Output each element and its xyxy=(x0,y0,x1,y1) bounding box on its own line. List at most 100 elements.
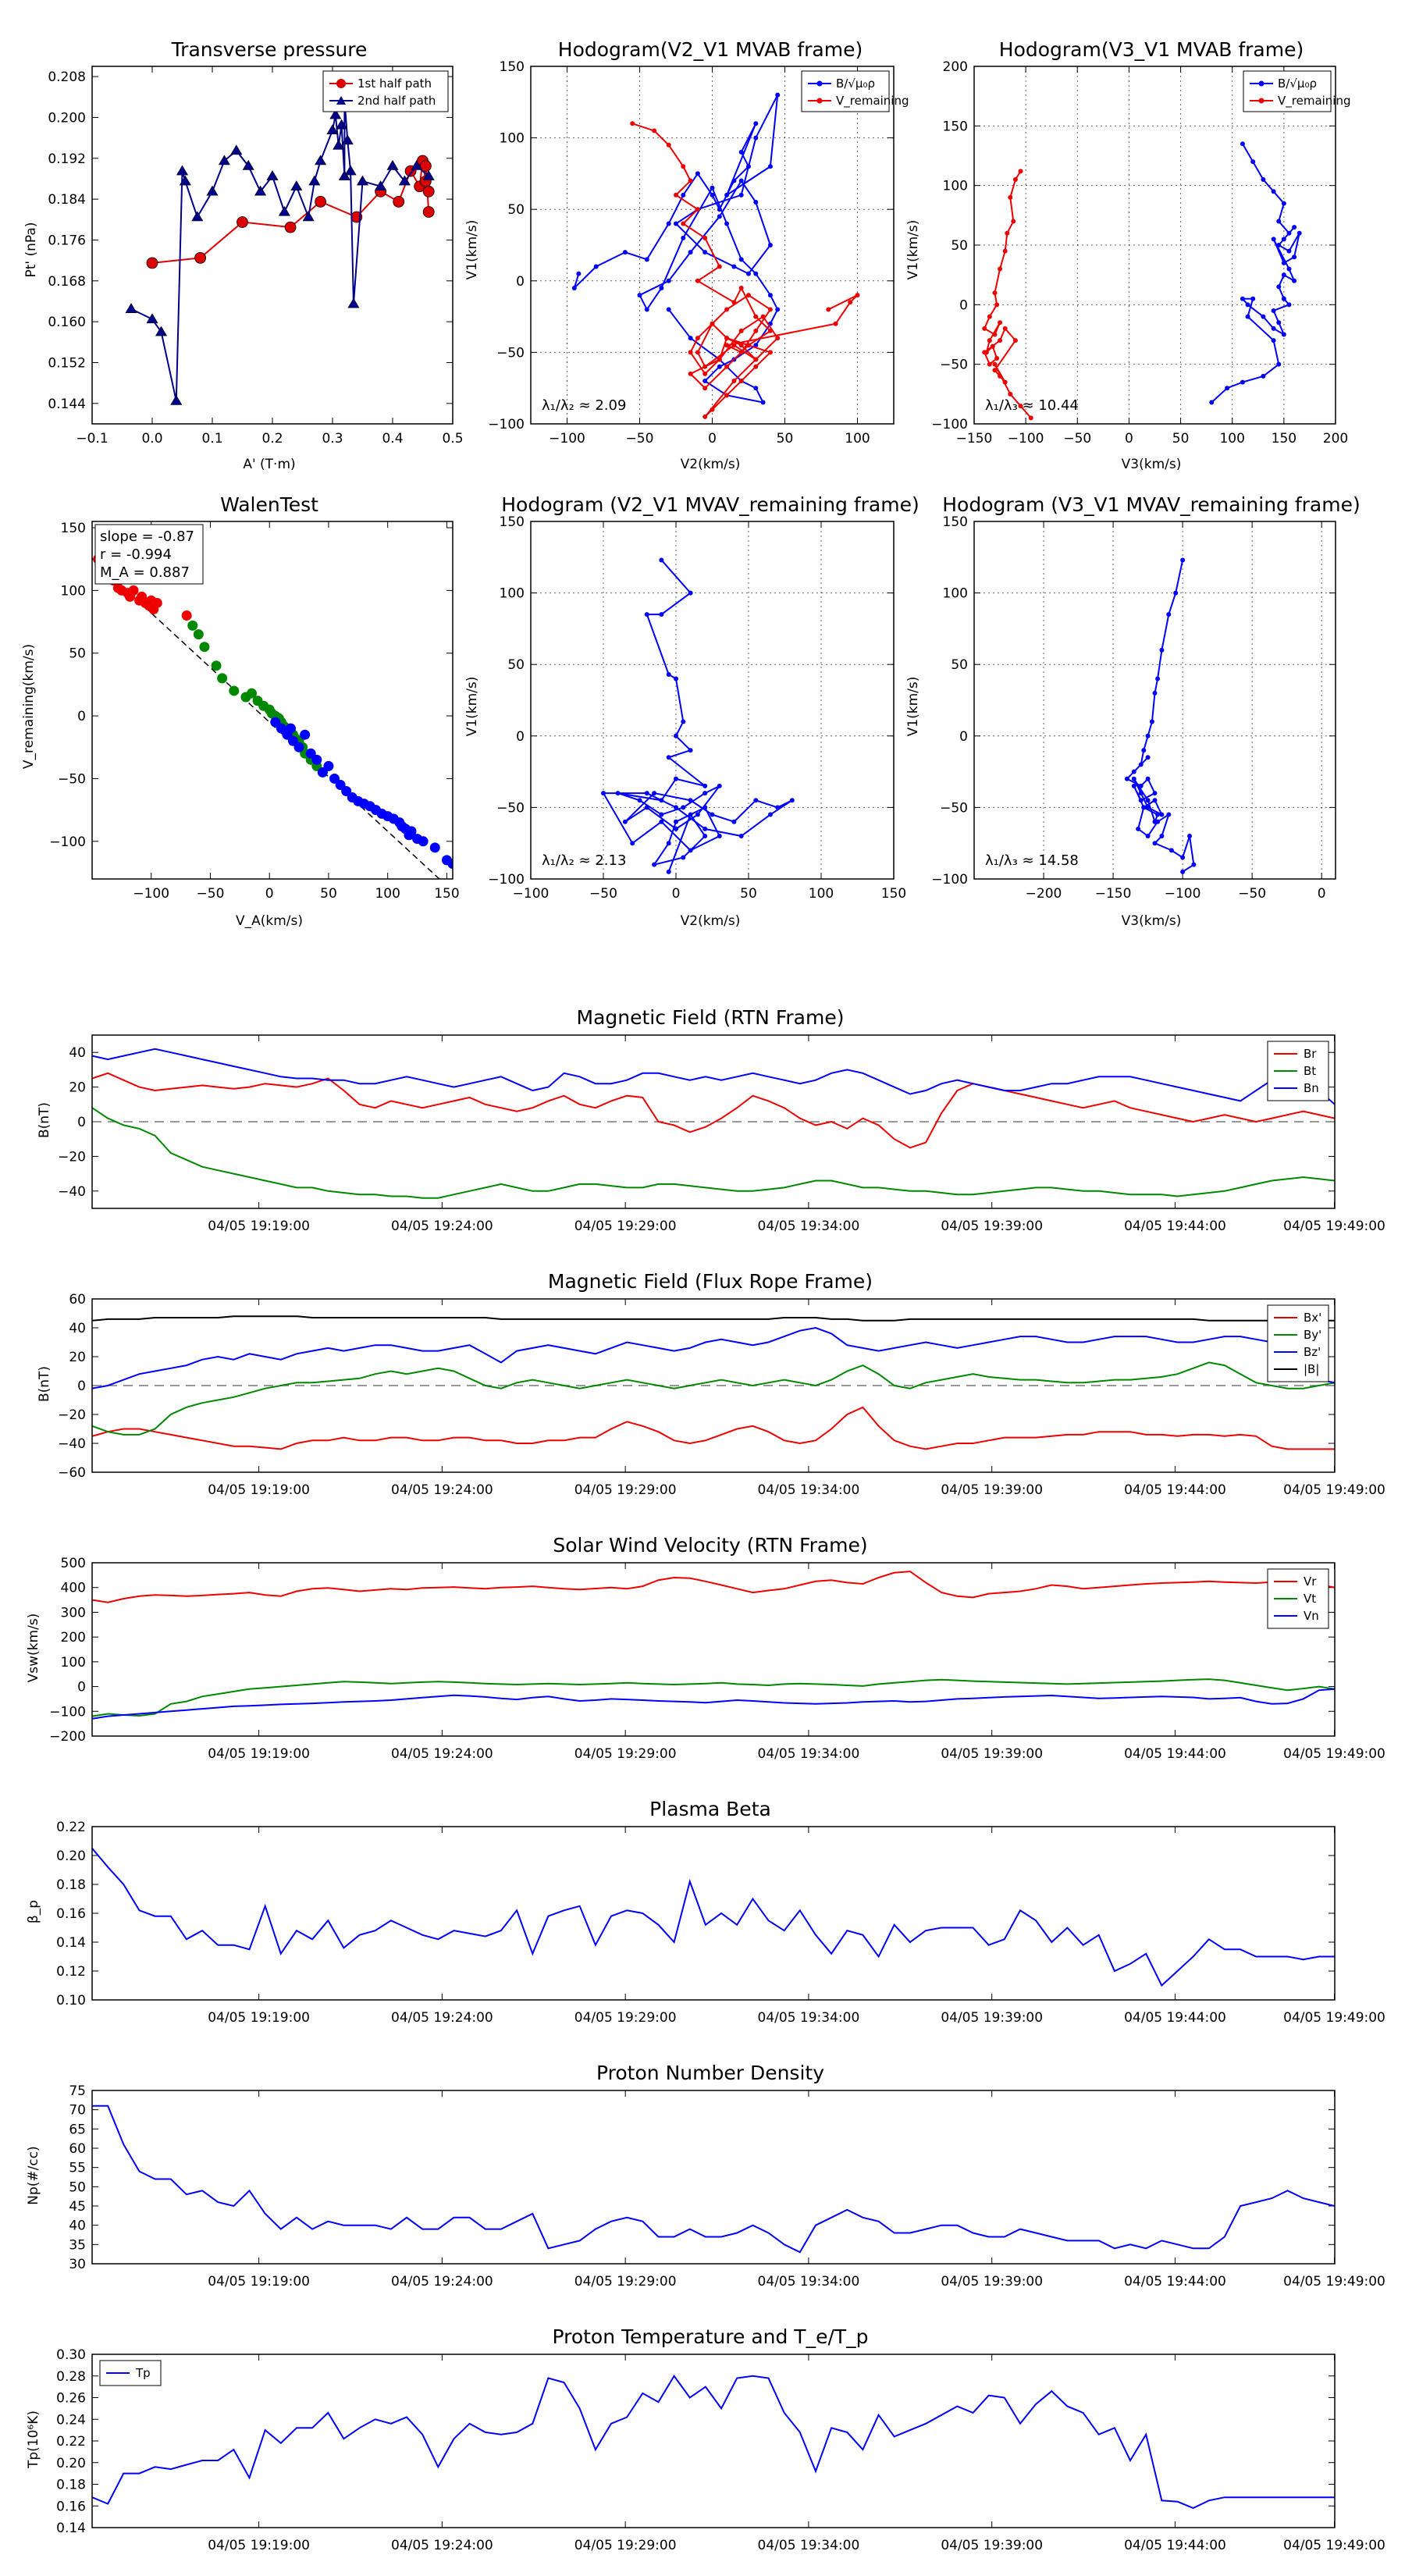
data-point xyxy=(1168,848,1174,853)
data-point xyxy=(987,338,992,343)
data-point xyxy=(994,302,1000,308)
x-tick-label: 04/05 19:19:00 xyxy=(208,2274,310,2290)
x-tick-label: 0.0 xyxy=(141,431,162,447)
data-point xyxy=(206,185,219,196)
x-tick-label: 04/05 19:44:00 xyxy=(1124,2538,1226,2553)
data-point xyxy=(336,119,348,130)
data-point xyxy=(724,336,730,341)
x-axis-label: V3(km/s) xyxy=(1122,913,1182,929)
data-point xyxy=(724,343,730,348)
x-tick-label: −150 xyxy=(956,431,993,447)
data-point xyxy=(1131,783,1136,788)
legend-swatch-marker xyxy=(816,98,823,104)
data-point xyxy=(1240,141,1245,147)
y-tick-label: 400 xyxy=(61,1581,86,1596)
legend-swatch-marker xyxy=(816,80,823,87)
data-point xyxy=(422,170,435,180)
data-point xyxy=(674,733,678,738)
series-line-Bn xyxy=(92,1048,1335,1105)
data-point xyxy=(753,200,759,205)
data-point xyxy=(179,175,191,186)
axes-frame xyxy=(91,2090,1336,2265)
y-tick-label: 55 xyxy=(69,2161,86,2176)
data-point xyxy=(622,250,628,255)
x-tick-label: −50 xyxy=(1238,886,1266,902)
data-point xyxy=(848,300,853,305)
panel-title: Plasma Beta xyxy=(649,1798,771,1820)
data-point xyxy=(1152,798,1158,803)
data-point xyxy=(1028,415,1033,421)
plot-area xyxy=(92,1848,1335,1987)
data-point xyxy=(375,180,387,190)
data-point xyxy=(738,834,744,839)
data-point xyxy=(659,612,664,617)
data-point xyxy=(688,848,693,853)
x-tick-label: −0.1 xyxy=(76,431,108,447)
panel-title: Magnetic Field (Flux Rope Frame) xyxy=(548,1270,873,1293)
legend-label: By' xyxy=(1304,1328,1321,1342)
data-point xyxy=(1261,373,1266,379)
x-tick-label: 04/05 19:49:00 xyxy=(1283,2538,1385,2553)
panel-title: Magnetic Field (RTN Frame) xyxy=(577,1006,845,1029)
data-point xyxy=(1155,819,1161,824)
data-point xyxy=(266,170,279,180)
data-point xyxy=(128,585,139,596)
y-tick-label: −60 xyxy=(58,1465,86,1481)
data-point xyxy=(998,266,1003,272)
x-axis-label: V3(km/s) xyxy=(1122,457,1182,472)
series-line-|B| xyxy=(92,1315,1335,1322)
plot-area xyxy=(125,93,435,405)
data-point xyxy=(702,250,708,255)
y-tick-label: 0.192 xyxy=(48,151,86,167)
data-point xyxy=(1155,676,1161,681)
data-point xyxy=(447,859,453,870)
plot-area xyxy=(92,2105,1335,2254)
x-tick-label: 0 xyxy=(708,431,717,447)
data-point xyxy=(994,356,1000,361)
panel-title: Hodogram (V3_V1 MVAV_remaining frame) xyxy=(942,493,1361,516)
data-point xyxy=(710,407,715,412)
y-axis-label: V1(km/s) xyxy=(905,220,921,280)
data-point xyxy=(681,805,686,810)
y-tick-label: 30 xyxy=(69,2257,86,2272)
data-point xyxy=(155,326,168,336)
data-point xyxy=(695,207,700,212)
series-line-Vn xyxy=(92,1688,1335,1720)
data-point xyxy=(229,685,240,696)
x-tick-label: 04/05 19:39:00 xyxy=(941,2538,1043,2553)
data-point xyxy=(767,243,773,247)
data-point xyxy=(323,760,334,771)
x-tick-label: 04/05 19:49:00 xyxy=(1283,1746,1385,1762)
data-point xyxy=(738,328,744,333)
data-point xyxy=(738,285,744,290)
data-point xyxy=(731,819,737,824)
data-point xyxy=(767,293,773,298)
data-point xyxy=(1271,237,1276,242)
x-tick-label: −50 xyxy=(1063,431,1091,447)
data-point xyxy=(1271,308,1276,313)
panel-walen-test: WalenTest −100 −50 0 50 100 150 −100 −50 0 50 100 1… xyxy=(21,493,460,929)
x-tick-label: 04/05 19:44:00 xyxy=(1124,2274,1226,2290)
data-point xyxy=(855,293,860,298)
data-point xyxy=(702,791,708,796)
data-point xyxy=(344,165,357,176)
y-tick-label: 200 xyxy=(61,1630,86,1646)
series-line-By' xyxy=(92,1361,1335,1436)
data-point xyxy=(724,364,730,369)
x-tick-label: 04/05 19:29:00 xyxy=(574,1219,677,1234)
legend-box xyxy=(1243,70,1332,112)
data-point xyxy=(242,159,254,170)
data-point xyxy=(1281,237,1286,242)
data-point xyxy=(1261,177,1266,183)
series-line-beta xyxy=(92,1848,1335,1987)
eigenvalue-ratio-annotation: λ₁/λ₂ ≈ 2.13 xyxy=(542,852,626,869)
data-point xyxy=(176,165,189,176)
y-tick-label: 0.200 xyxy=(48,110,86,126)
data-point xyxy=(652,862,657,867)
data-point xyxy=(1250,159,1256,165)
data-point xyxy=(315,155,327,165)
panel-title: Hodogram(V3_V1 MVAB frame) xyxy=(999,38,1304,61)
data-point xyxy=(666,869,671,874)
data-point xyxy=(681,719,686,724)
data-point xyxy=(278,205,290,216)
